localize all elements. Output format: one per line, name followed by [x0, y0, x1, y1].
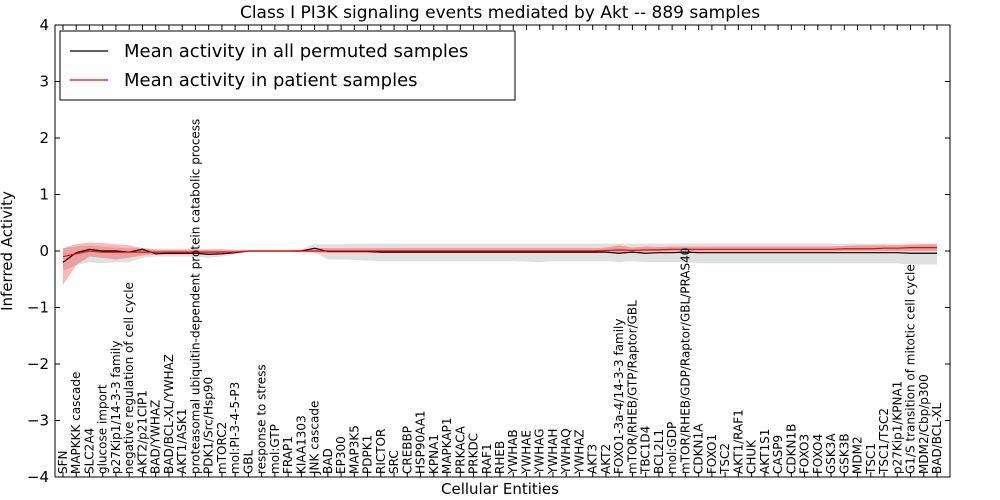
y-tick-label: 2 [39, 129, 49, 147]
x-tick-label: mol:GDP [665, 422, 679, 474]
y-tick-label: −4 [27, 468, 49, 486]
legend-box [59, 30, 516, 101]
x-tick-label: EP300 [334, 436, 348, 474]
x-tick-label: mol:GTP [268, 424, 282, 474]
x-tick-label: negative regulation of cell cycle [122, 282, 136, 474]
x-tick-label: CHUK [745, 439, 759, 474]
x-tick-label: AKT1S1 [758, 429, 772, 474]
x-tick-label: SLC2A4 [82, 428, 96, 474]
x-tick-label: TSC1/TSC2 [877, 408, 891, 475]
x-tick-label: YWHAZ [572, 429, 586, 475]
x-tick-label: SFN [56, 451, 70, 475]
y-tick-label: −1 [27, 299, 49, 317]
x-tick-label: mTOR/RHEB/GTP/Raptor/GBL [625, 300, 639, 474]
y-axis-label: Inferred Activity [0, 191, 16, 311]
y-tick-label: −3 [27, 412, 49, 430]
x-tick-label: mTORC2 [215, 422, 229, 474]
x-tick-label: CDKN1A [692, 423, 706, 474]
x-tick-label: YWHAQ [559, 428, 573, 475]
x-tick-label: MAPKAP1 [440, 417, 454, 474]
x-tick-label: KPNA1 [427, 434, 441, 474]
y-tick-label: 3 [39, 73, 49, 91]
x-tick-label: PRKDC [467, 433, 481, 474]
x-tick-label: MAP3K5 [347, 425, 361, 474]
chart-title: Class I PI3K signaling events mediated b… [240, 3, 760, 23]
legend-label-patient: Mean activity in patient samples [124, 70, 418, 91]
x-tick-label: MDM2/Cbp/p300 [917, 374, 931, 474]
x-tick-label: mTOR/RHEB/GDP/Raptor/GBL/PRAS40 [678, 248, 692, 474]
x-tick-label: mol:PI-3-4-5-P3 [228, 382, 242, 474]
x-tick-label: SRC [387, 450, 401, 474]
x-tick-label: FOXO3 [798, 434, 812, 474]
x-tick-label: p27Kip1/14-3-3 family [109, 341, 123, 474]
y-tick-label: 1 [39, 186, 49, 204]
x-tick-label: TSC2 [718, 443, 732, 475]
x-tick-label: AKT2 [599, 444, 613, 474]
x-tick-label: AKT2/p21CIP1 [135, 390, 149, 474]
x-tick-label: AKT1/ASK1 [175, 409, 189, 474]
x-tick-label: FOXO4 [811, 434, 825, 474]
x-tick-label: MAPKKK cascade [69, 372, 83, 474]
x-tick-label: HSP90AA1 [414, 410, 428, 474]
series-line-patient [62, 247, 937, 258]
y-tick-label: 0 [39, 242, 49, 260]
x-tick-label: YWHAE [519, 430, 533, 475]
x-tick-label: RAF1 [480, 443, 494, 474]
y-tick-label: 4 [39, 16, 49, 34]
x-tick-label: BAD/YWHAZ [149, 400, 163, 474]
x-tick-label: BAD [321, 448, 335, 474]
x-tick-label: TBC1D4 [639, 426, 653, 475]
x-tick-label: GSK3B [837, 433, 851, 474]
x-tick-label: FRAP1 [281, 436, 295, 474]
x-tick-label: BCL2L1 [652, 429, 666, 474]
x-tick-label: JNK cascade [308, 401, 322, 475]
x-tick-label: response to stress [255, 364, 269, 474]
x-tick-label: BAD/BCL-XL/YWHAZ [162, 354, 176, 474]
x-tick-label: FOXO1-3a-4/14-3-3 family [612, 319, 626, 475]
x-tick-label: glucose import [96, 384, 110, 474]
x-tick-label: GSK3A [824, 433, 838, 474]
x-tick-label: YWHAG [533, 428, 547, 475]
x-tick-label: YWHAB [506, 429, 520, 475]
x-tick-label: FOXO1 [705, 434, 719, 474]
x-tick-label: AKT1/RAF1 [731, 409, 745, 474]
series-lines [62, 247, 937, 263]
legend-label-permuted: Mean activity in all permuted samples [124, 41, 468, 62]
x-tick-label: YWHAH [546, 429, 560, 475]
x-tick-label: PRKACA [453, 425, 467, 474]
x-tick-label: RHEB [493, 441, 507, 474]
x-tick-label: G1/S transition of mitotic cell cycle [904, 264, 918, 474]
x-tick-label: BAD/BCL-XL [930, 402, 944, 474]
legend: Mean activity in all permuted samples Me… [59, 30, 516, 101]
x-tick-label: GBL [241, 449, 255, 474]
band-permuted [63, 243, 937, 271]
x-tick-label: RICTOR [374, 429, 388, 474]
x-tick-label: CASP9 [771, 435, 785, 474]
series-line-permuted [62, 247, 937, 263]
x-tick-label: MDM2 [851, 436, 865, 474]
x-tick-label: p27Kip1/KPNA1 [890, 381, 904, 474]
x-tick-label: PDPK1 [361, 435, 375, 474]
x-axis-label: Cellular Entities [441, 480, 559, 498]
y-axis: 4 3 2 1 0 −1 −2 −3 −4 [27, 16, 950, 486]
x-tick-label: AKT3 [586, 444, 600, 474]
x-tick-label: CDKN1B [784, 424, 798, 474]
x-tick-label: proteasomal ubiquitin-dependent protein … [188, 119, 202, 474]
x-axis: SFN MAPKKK cascade SLC2A4 glucose import p27… [56, 25, 944, 477]
x-tick-label: CREBBP [400, 426, 414, 474]
x-tick-label: TSC1 [864, 443, 878, 475]
x-tick-label: KIAA1303 [294, 415, 308, 474]
x-tick-label: PDK1/Src/Hsp90 [202, 377, 216, 474]
y-tick-label: −2 [27, 355, 49, 373]
